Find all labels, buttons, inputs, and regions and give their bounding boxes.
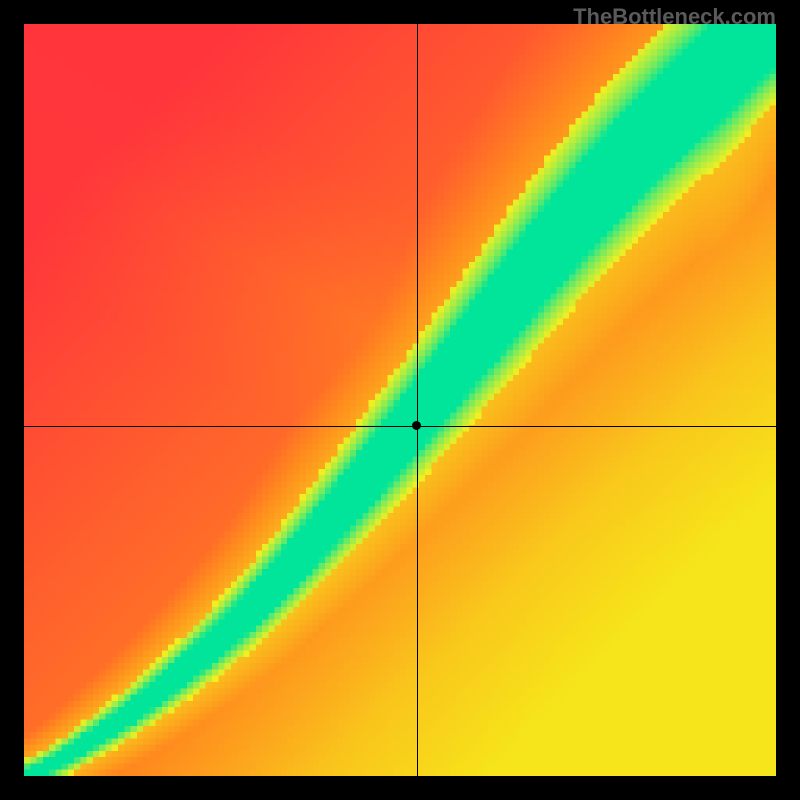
- crosshair-vertical: [417, 24, 418, 776]
- crosshair-horizontal: [24, 426, 776, 427]
- watermark-text: TheBottleneck.com: [573, 4, 776, 30]
- bottleneck-heatmap: [24, 24, 776, 776]
- chart-container: { "watermark": { "text": "TheBottleneck.…: [0, 0, 800, 800]
